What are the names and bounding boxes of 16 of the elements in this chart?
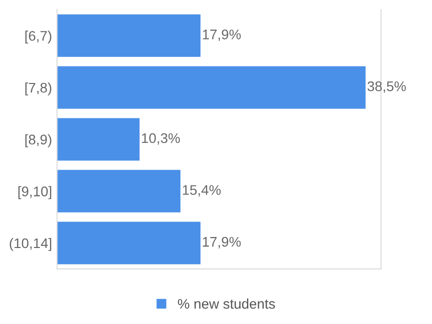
data-label: 10,3% bbox=[142, 133, 180, 145]
data-label: 38,5% bbox=[368, 81, 406, 93]
bar bbox=[57, 66, 366, 109]
data-label: 17,9% bbox=[202, 30, 241, 42]
y-tick-label: [8,9) bbox=[25, 134, 52, 148]
y-tick-label: (10,14] bbox=[10, 238, 52, 251]
bar bbox=[57, 118, 140, 161]
y-tick-label: [7,8) bbox=[25, 82, 52, 96]
legend-label: % new students bbox=[178, 298, 275, 309]
y-tick-label: [6,7) bbox=[25, 30, 52, 44]
data-label: 17,9% bbox=[202, 236, 241, 248]
y-tick-label: [9,10] bbox=[18, 186, 52, 200]
bar bbox=[57, 222, 200, 264]
data-label: 15,4% bbox=[182, 185, 221, 197]
bar bbox=[57, 14, 200, 57]
bar bbox=[57, 170, 180, 212]
